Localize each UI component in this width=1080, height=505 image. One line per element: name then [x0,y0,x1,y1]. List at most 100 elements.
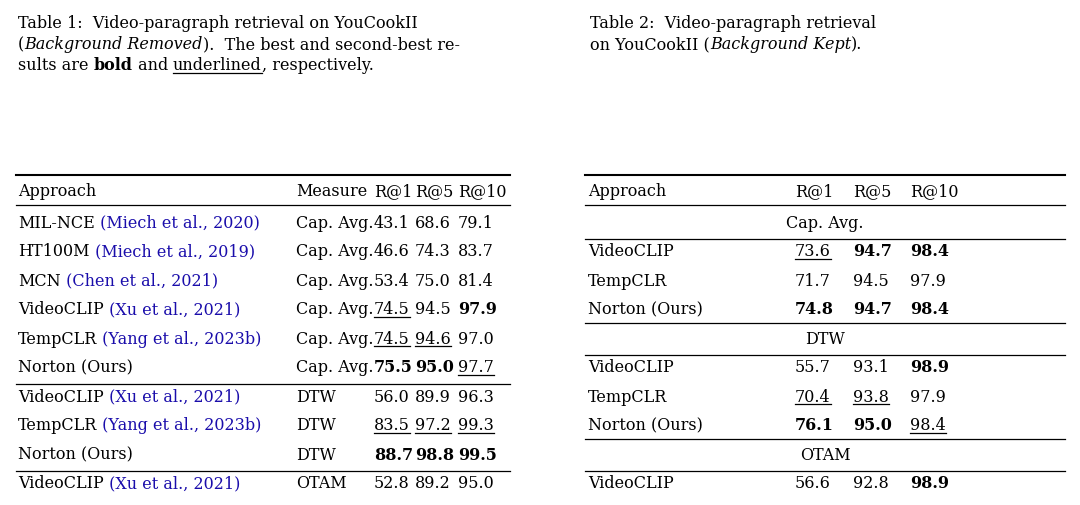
Text: 93.8: 93.8 [853,388,889,406]
Text: MCN: MCN [18,273,60,289]
Text: 56.0: 56.0 [374,388,409,406]
Text: Approach: Approach [18,183,96,200]
Text: (Miech et al., 2019): (Miech et al., 2019) [90,243,255,261]
Text: 94.6: 94.6 [415,330,450,347]
Text: Cap. Avg.: Cap. Avg. [296,360,374,377]
Text: 97.9: 97.9 [458,301,497,319]
Text: 98.4: 98.4 [910,301,949,319]
Text: 96.3: 96.3 [458,388,494,406]
Text: 70.4: 70.4 [795,388,831,406]
Text: VideoCLIP: VideoCLIP [588,243,674,261]
Text: 83.5: 83.5 [374,418,410,434]
Text: 55.7: 55.7 [795,360,831,377]
Text: (Xu et al., 2021): (Xu et al., 2021) [104,476,240,492]
Text: DTW: DTW [296,388,336,406]
Text: 74.8: 74.8 [795,301,834,319]
Text: OTAM: OTAM [799,446,850,464]
Text: TempCLR: TempCLR [18,418,97,434]
Text: 89.9: 89.9 [415,388,450,406]
Text: Norton (Ours): Norton (Ours) [18,360,133,377]
Text: on YouCookII (: on YouCookII ( [590,36,710,53]
Text: Cap. Avg.: Cap. Avg. [296,301,374,319]
Text: 95.0: 95.0 [415,360,454,377]
Text: and: and [133,57,173,74]
Text: 74.5: 74.5 [374,301,409,319]
Text: (Miech et al., 2020): (Miech et al., 2020) [95,215,259,231]
Text: 98.9: 98.9 [910,476,949,492]
Text: R@1: R@1 [795,183,834,200]
Text: 94.5: 94.5 [415,301,450,319]
Text: Norton (Ours): Norton (Ours) [588,418,703,434]
Text: 98.9: 98.9 [910,360,949,377]
Text: 92.8: 92.8 [853,476,889,492]
Text: 81.4: 81.4 [458,273,494,289]
Text: 89.2: 89.2 [415,476,450,492]
Text: TempCLR: TempCLR [588,273,667,289]
Text: Approach: Approach [588,183,666,200]
Text: 98.4: 98.4 [910,418,946,434]
Text: 97.9: 97.9 [910,273,946,289]
Text: 43.1: 43.1 [374,215,409,231]
Text: (: ( [18,36,24,53]
Text: 95.0: 95.0 [458,476,494,492]
Text: DTW: DTW [296,446,336,464]
Text: DTW: DTW [805,330,845,347]
Text: 46.6: 46.6 [374,243,409,261]
Text: 71.7: 71.7 [795,273,831,289]
Text: 94.7: 94.7 [853,243,892,261]
Text: 94.5: 94.5 [853,273,889,289]
Text: OTAM: OTAM [296,476,347,492]
Text: 83.7: 83.7 [458,243,494,261]
Text: , respectively.: , respectively. [261,57,374,74]
Text: 52.8: 52.8 [374,476,409,492]
Text: (Yang et al., 2023b): (Yang et al., 2023b) [97,330,261,347]
Text: 75.0: 75.0 [415,273,450,289]
Text: Cap. Avg.: Cap. Avg. [786,215,864,231]
Text: R@5: R@5 [853,183,891,200]
Text: VideoCLIP: VideoCLIP [18,388,104,406]
Text: HT100M: HT100M [18,243,90,261]
Text: 98.8: 98.8 [415,446,454,464]
Text: 99.3: 99.3 [458,418,494,434]
Text: R@1: R@1 [374,183,413,200]
Text: DTW: DTW [296,418,336,434]
Text: TempCLR: TempCLR [588,388,667,406]
Text: Table 2:  Video-paragraph retrieval: Table 2: Video-paragraph retrieval [590,15,876,32]
Text: 97.2: 97.2 [415,418,450,434]
Text: 94.7: 94.7 [853,301,892,319]
Text: (Xu et al., 2021): (Xu et al., 2021) [104,388,240,406]
Text: 97.7: 97.7 [458,360,494,377]
Text: 99.5: 99.5 [458,446,497,464]
Text: Measure: Measure [296,183,367,200]
Text: 76.1: 76.1 [795,418,834,434]
Text: 97.0: 97.0 [458,330,494,347]
Text: (Yang et al., 2023b): (Yang et al., 2023b) [97,418,261,434]
Text: 88.7: 88.7 [374,446,414,464]
Text: R@10: R@10 [910,183,959,200]
Text: 56.6: 56.6 [795,476,831,492]
Text: VideoCLIP: VideoCLIP [18,301,104,319]
Text: 74.3: 74.3 [415,243,450,261]
Text: Background Kept: Background Kept [710,36,851,53]
Text: VideoCLIP: VideoCLIP [588,360,674,377]
Text: (Chen et al., 2021): (Chen et al., 2021) [60,273,218,289]
Text: (Xu et al., 2021): (Xu et al., 2021) [104,301,240,319]
Text: 53.4: 53.4 [374,273,409,289]
Text: 98.4: 98.4 [910,243,949,261]
Text: MIL-NCE: MIL-NCE [18,215,95,231]
Text: 97.9: 97.9 [910,388,946,406]
Text: underlined: underlined [173,57,261,74]
Text: Table 1:  Video-paragraph retrieval on YouCookII: Table 1: Video-paragraph retrieval on Yo… [18,15,418,32]
Text: R@10: R@10 [458,183,507,200]
Text: VideoCLIP: VideoCLIP [18,476,104,492]
Text: sults are: sults are [18,57,94,74]
Text: VideoCLIP: VideoCLIP [588,476,674,492]
Text: 68.6: 68.6 [415,215,450,231]
Text: 95.0: 95.0 [853,418,892,434]
Text: Background Removed: Background Removed [24,36,203,53]
Text: Cap. Avg.: Cap. Avg. [296,215,374,231]
Text: ).: ). [851,36,862,53]
Text: bold: bold [94,57,133,74]
Text: TempCLR: TempCLR [18,330,97,347]
Text: Cap. Avg.: Cap. Avg. [296,330,374,347]
